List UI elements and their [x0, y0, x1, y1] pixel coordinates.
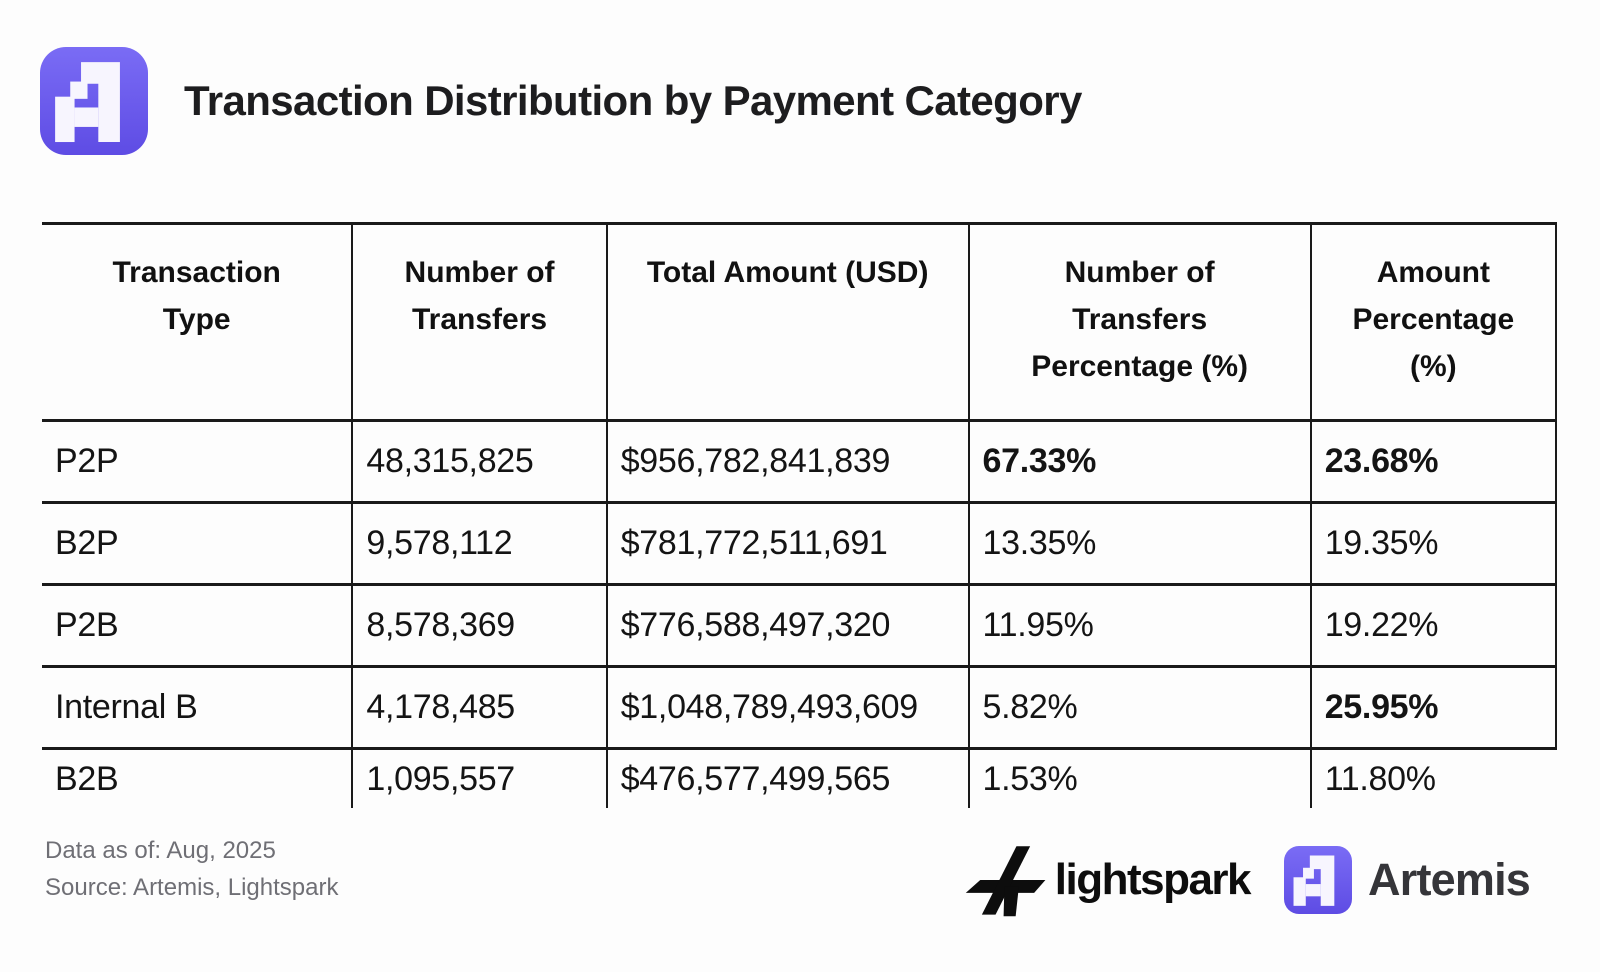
- cell-r4-c1: 1,095,557: [352, 748, 608, 808]
- artemis-logo-icon: [40, 47, 148, 155]
- table-row-internal-b: Internal B 4,178,485 $1,048,789,493,609 5.8…: [42, 666, 1558, 750]
- cell-r3-c2: $1,048,789,493,609: [606, 666, 970, 750]
- column-header-1: Number of Transfers: [352, 223, 608, 422]
- cell-r1-c2: $781,772,511,691: [606, 502, 970, 586]
- cell-r4-c3: 1.53%: [968, 748, 1312, 808]
- cell-r0-c2: $956,782,841,839: [606, 420, 970, 504]
- column-header-3: Number of Transfers Percentage (%): [968, 223, 1312, 422]
- masthead: Transaction Distribution by Payment Cate…: [40, 46, 1082, 156]
- cell-r4-c4: 11.80%: [1324, 759, 1436, 798]
- cell-r1-c4: 19.35%: [1310, 502, 1558, 586]
- table-header-row: Transaction Type Number of Transfers Total…: [42, 223, 1558, 422]
- cell-r1-c3: 13.35%: [968, 502, 1312, 586]
- cell-r4-c0: B2B: [42, 748, 354, 808]
- table-row-b2b: B2B 1,095,557 $476,577,499,565 1.53% 11.80%: [42, 748, 1556, 808]
- source-label: Source: Artemis, Lightspark: [45, 874, 339, 901]
- cell-r1-c0: B2P: [42, 502, 354, 586]
- cell-r1-c1: 9,578,112: [352, 502, 608, 586]
- table-row-b2p: B2P 9,578,112 $781,772,511,691 13.35% 19.35%: [42, 502, 1558, 586]
- artemis-footer-icon: [1284, 846, 1353, 914]
- lightspark-spark-icon: [965, 846, 1046, 917]
- table-row-p2p: P2P 48,315,825 $956,782,841,839 67.33% 23.68…: [42, 420, 1558, 504]
- cell-r3-c3: 5.82%: [968, 666, 1312, 750]
- table-row-p2b: P2B 8,578,369 $776,588,497,320 11.95% 19.22%: [42, 584, 1558, 668]
- lightspark-wordmark: lightspark: [1054, 855, 1252, 904]
- cell-r2-c4: 19.22%: [1310, 584, 1558, 668]
- footer-logos: lightspark Artemis: [965, 834, 1531, 926]
- cell-r0-c1: 48,315,825: [352, 420, 608, 504]
- footer-meta: Data as of: Aug, 2025 Source: Artemis, L…: [45, 832, 338, 906]
- transaction-distribution-table: Transaction Type Number of Transfers Total…: [42, 222, 1558, 808]
- cell-r2-c3: 11.95%: [968, 584, 1312, 668]
- cell-r0-c0: P2P: [42, 420, 354, 504]
- column-header-2: Total Amount (USD): [606, 223, 970, 422]
- cell-r3-c1: 4,178,485: [352, 666, 608, 750]
- data-as-of-label: Data as of: Aug, 2025: [45, 837, 276, 864]
- cell-r3-c4: 25.95%: [1310, 666, 1558, 750]
- cell-r2-c2: $776,588,497,320: [606, 584, 970, 668]
- column-header-0: Transaction Type: [42, 223, 354, 422]
- cell-r0-c4: 23.68%: [1310, 420, 1558, 504]
- cell-r4-c2: $476,577,499,565: [606, 748, 970, 808]
- artemis-wordmark: Artemis: [1368, 854, 1531, 905]
- cell-r0-c3: 67.33%: [968, 420, 1312, 504]
- page-title: Transaction Distribution by Payment Cate…: [184, 77, 1082, 124]
- cell-r3-c0: Internal B: [42, 666, 354, 750]
- column-header-4: Amount Percentage (%): [1310, 223, 1558, 422]
- cell-r2-c0: P2B: [42, 584, 354, 668]
- cell-r2-c1: 8,578,369: [352, 584, 608, 668]
